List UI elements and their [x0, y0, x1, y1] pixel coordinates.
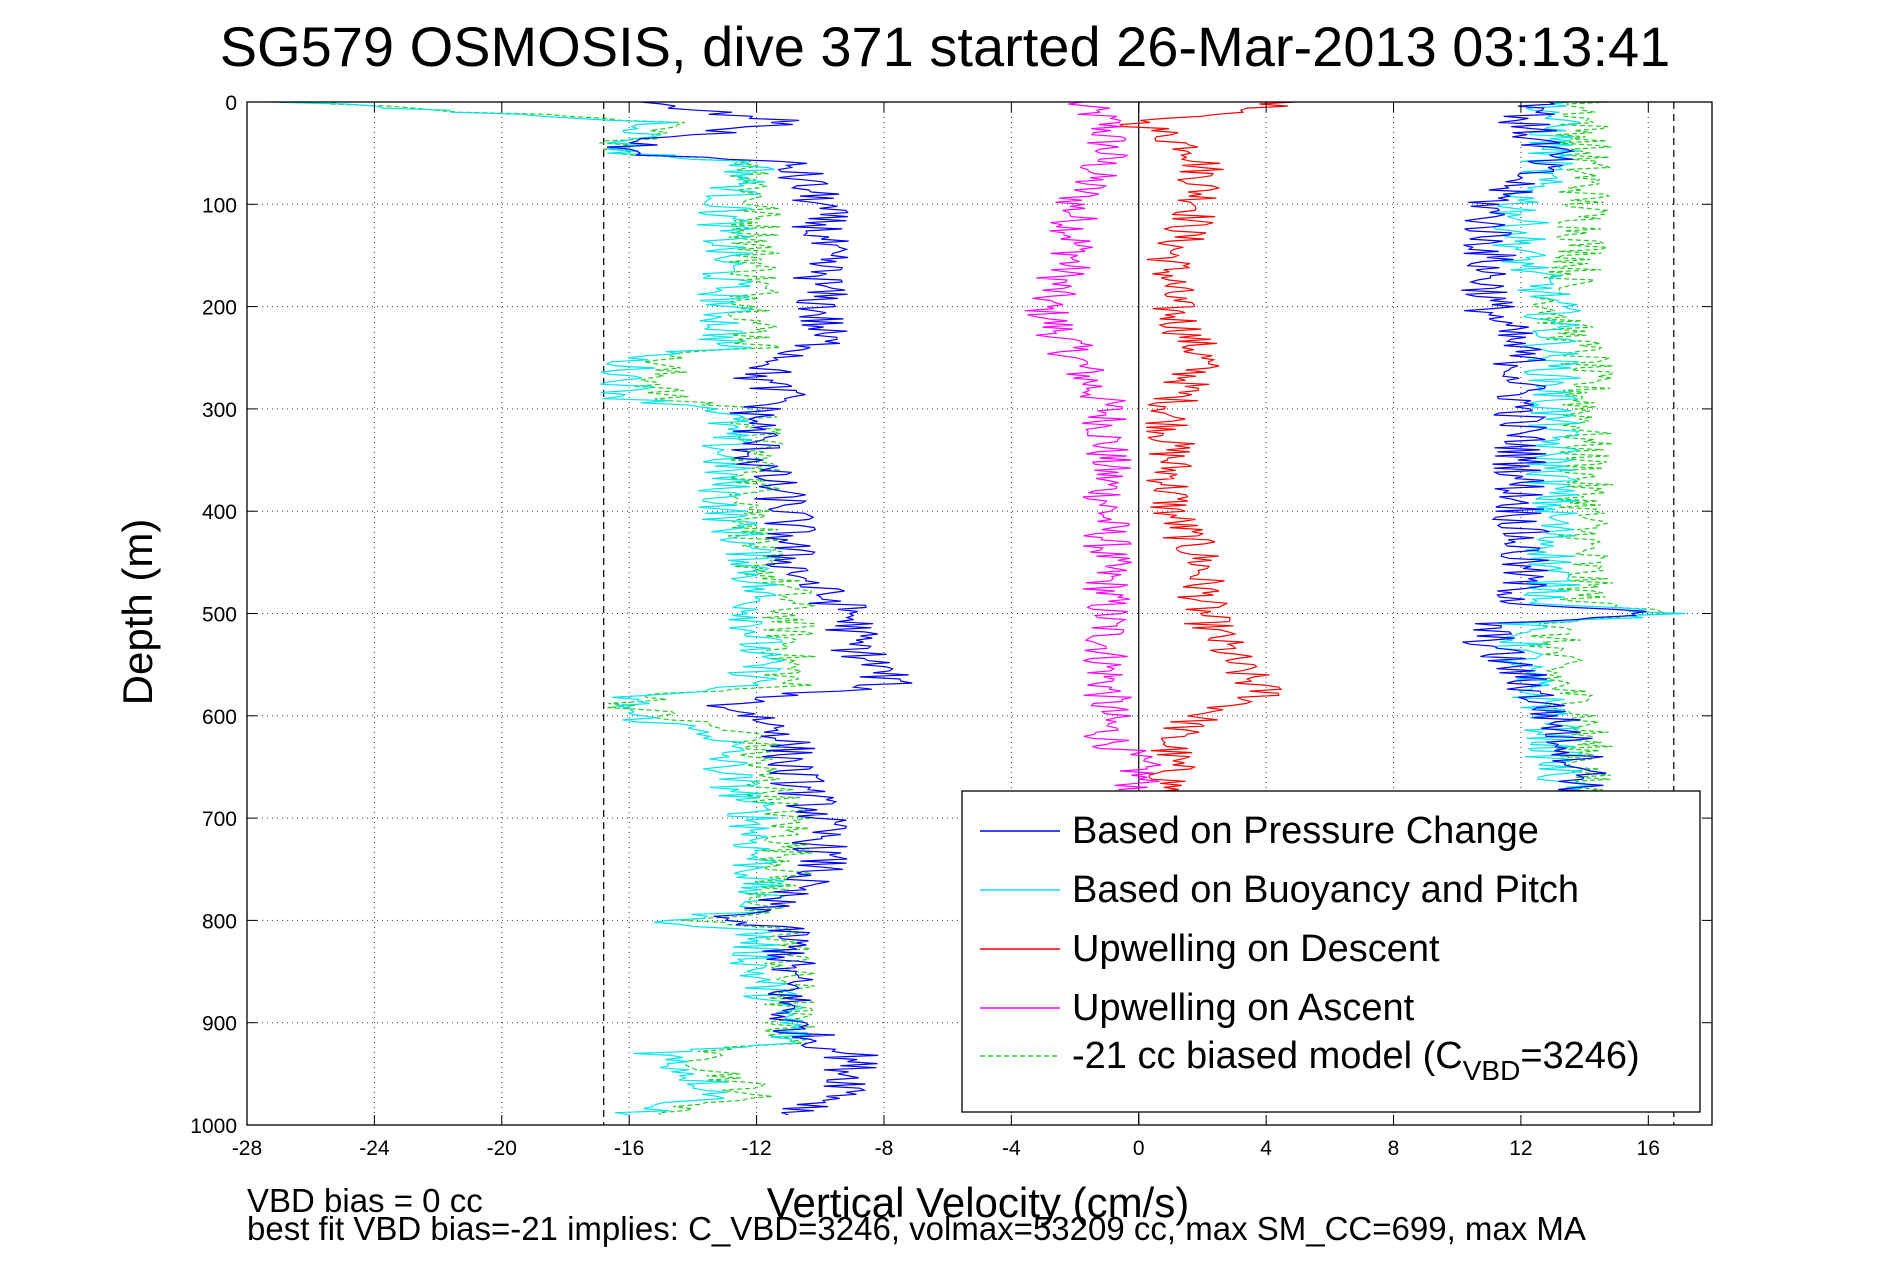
x-tick-label: 0	[1133, 1137, 1145, 1160]
x-tick-label: -28	[232, 1137, 262, 1160]
y-tick-label: 700	[202, 808, 237, 831]
y-tick-label: 100	[202, 194, 237, 217]
legend-label-subscript: VBD	[1463, 1055, 1521, 1086]
series-21-cc-biased-model-c-vbd-3246-ascent	[1528, 102, 1667, 819]
legend-label: Upwelling on Ascent	[1072, 987, 1415, 1029]
legend-label: Based on Pressure Change	[1072, 810, 1539, 852]
note-vbd-bias: VBD bias = 0 cc	[247, 1182, 483, 1219]
y-tick-label: 500	[202, 604, 237, 627]
x-tick-label: 16	[1637, 1137, 1660, 1160]
legend-label-main: -21 cc biased model (C	[1072, 1035, 1463, 1077]
series-upwelling-on-descent-upwelling	[1118, 102, 1296, 799]
plot-area	[267, 102, 1686, 1116]
series-upwelling-on-ascent-upwelling	[1024, 102, 1164, 799]
y-tick-label: 900	[202, 1013, 237, 1036]
x-axis-label: Vertical Velocity (cm/s)	[767, 1179, 1189, 1226]
y-axis-label: Depth (m)	[114, 519, 161, 706]
legend-label-tail: =3246)	[1520, 1035, 1639, 1077]
y-tick-label: 600	[202, 706, 237, 729]
legend-box	[961, 790, 1701, 1113]
series-based-on-pressure-change-descent	[606, 102, 913, 1116]
x-tick-label: -4	[1002, 1137, 1021, 1160]
x-tick-label: -16	[614, 1137, 644, 1160]
series-based-on-buoyancy-and-pitch-ascent	[1491, 102, 1686, 819]
x-axis: -28 -24 -20 -16 -12 -8 -4 0 4 8 12 16	[232, 102, 1660, 1160]
y-axis: 0 100 200 300 400 500 600 700 800 900 1000	[190, 92, 1712, 1138]
y-tick-label: 1000	[190, 1115, 237, 1138]
y-tick-label: 400	[202, 501, 237, 524]
chart-title: SG579 OSMOSIS, dive 371 started 26-Mar-2…	[220, 15, 1671, 78]
y-tick-label: 800	[202, 910, 237, 933]
x-tick-label: -12	[741, 1137, 771, 1160]
series-based-on-buoyancy-and-pitch-descent	[267, 102, 812, 1116]
series-21-cc-biased-model-c-vbd-3246-descent	[329, 102, 817, 1116]
legend: Based on Pressure Change Based on Buoyanc…	[961, 790, 1701, 1113]
x-tick-label: 8	[1388, 1137, 1400, 1160]
y-tick-label: 300	[202, 399, 237, 422]
x-tick-label: 12	[1509, 1137, 1532, 1160]
y-tick-label: 200	[202, 297, 237, 320]
x-tick-label: 4	[1260, 1137, 1272, 1160]
x-tick-label: -20	[487, 1137, 517, 1160]
legend-label: Based on Buoyancy and Pitch	[1072, 869, 1579, 911]
note-best-fit: best fit VBD bias=-21 implies: C_VBD=324…	[247, 1210, 1586, 1247]
legend-label: Upwelling on Descent	[1072, 928, 1440, 970]
x-tick-label: -8	[875, 1137, 894, 1160]
legend-label: -21 cc biased model (CVBD=3246)	[1072, 1035, 1640, 1086]
series-based-on-pressure-change-ascent	[1461, 102, 1647, 819]
y-tick-label: 0	[225, 92, 237, 115]
x-tick-label: -24	[359, 1137, 390, 1160]
